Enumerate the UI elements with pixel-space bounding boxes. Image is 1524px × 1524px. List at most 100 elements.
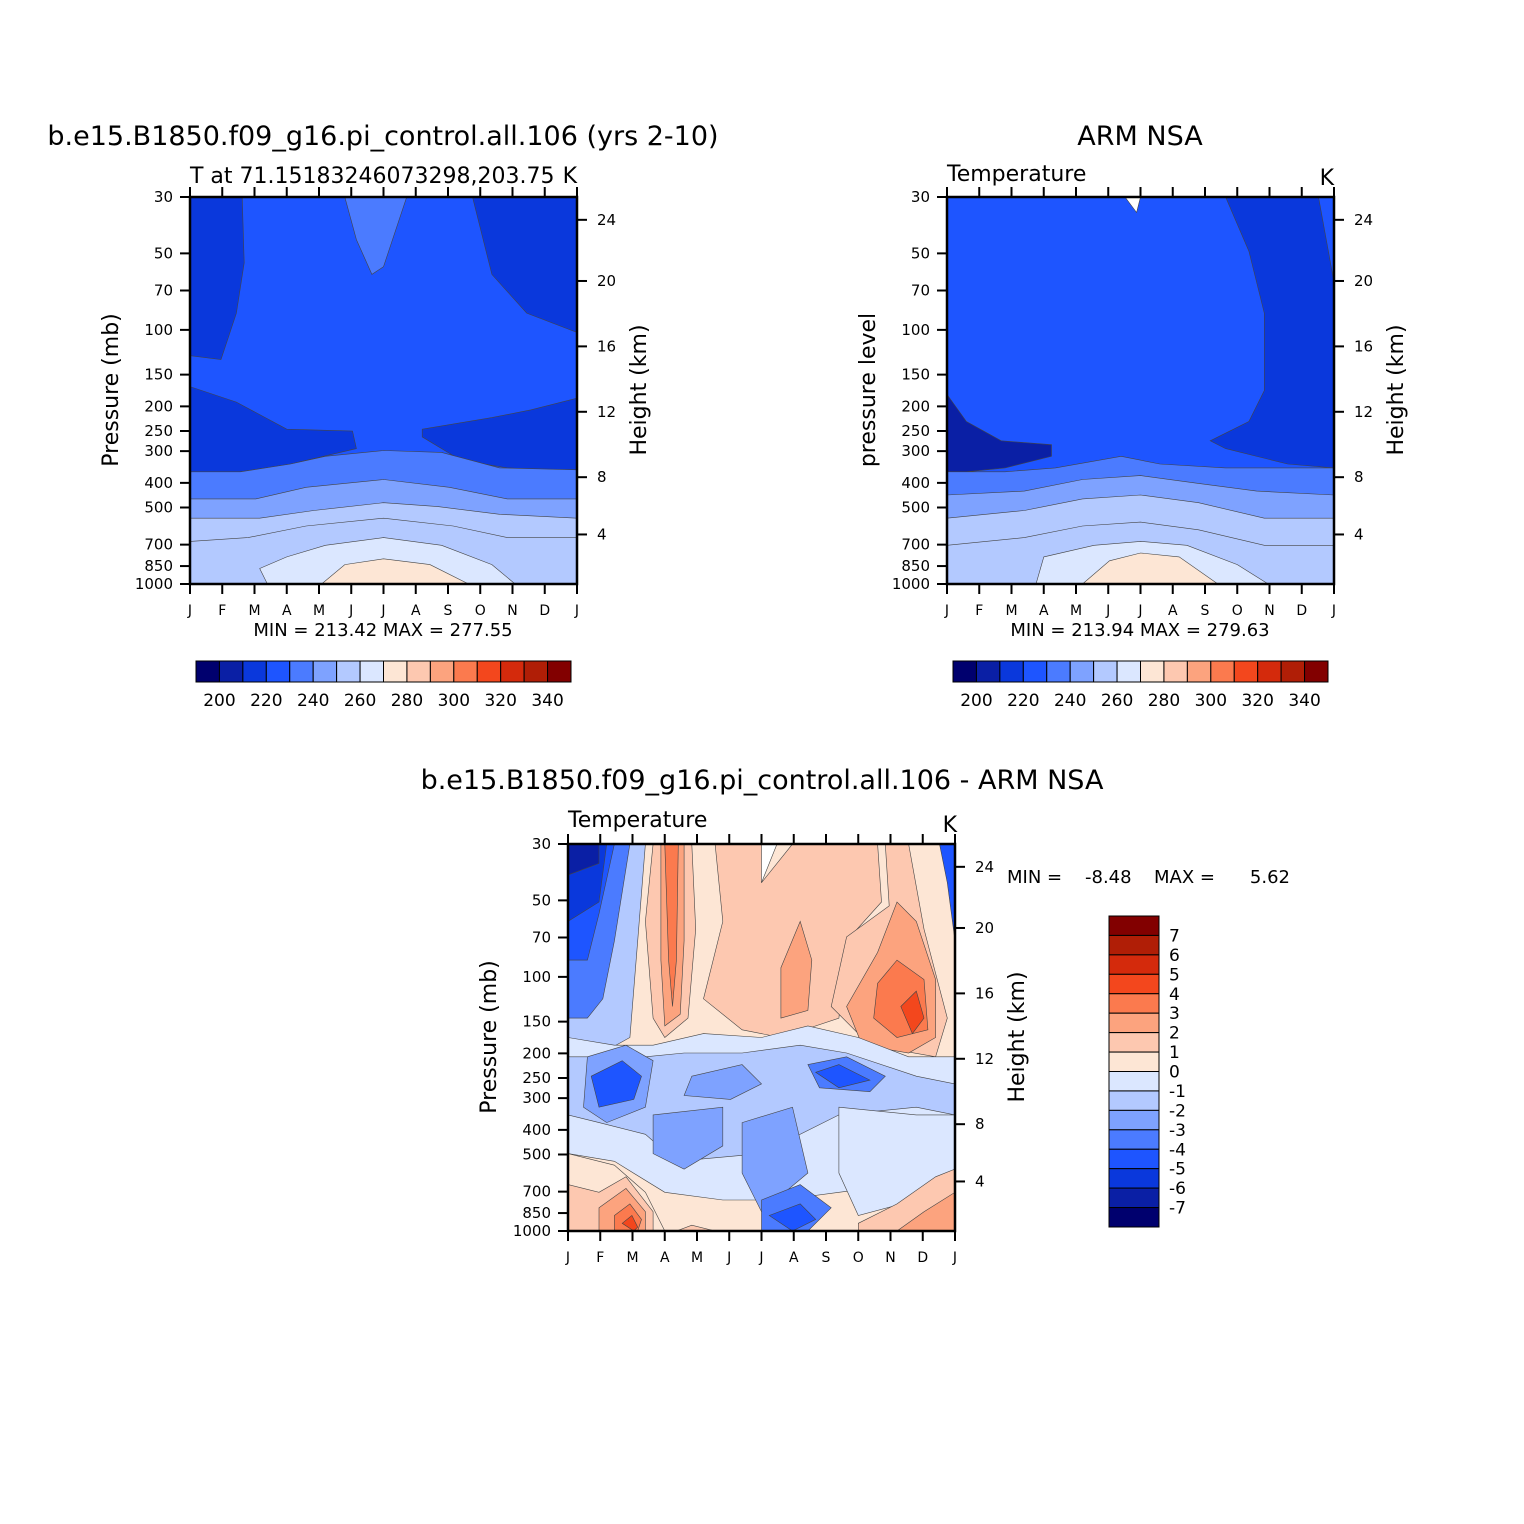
colorbar-label: 3 <box>1169 1004 1180 1024</box>
colorbar-swatch <box>1108 993 1160 1014</box>
colorbar-swatch <box>1163 660 1188 683</box>
y-tick-label: 250 <box>144 422 173 440</box>
y-tick-label: 150 <box>901 366 930 384</box>
colorbar-label: 220 <box>1007 691 1039 711</box>
colorbar-swatch <box>1108 1032 1160 1053</box>
contour-band-1 <box>676 1224 716 1231</box>
colorbar-swatch <box>312 660 338 683</box>
contour-band-m4 <box>768 1203 817 1231</box>
colorbar-label: 280 <box>391 691 423 711</box>
y-tick-label: 100 <box>901 321 930 339</box>
colorbar-swatch <box>999 660 1024 683</box>
colorbar-swatch <box>1186 660 1212 683</box>
colorbar-swatch <box>476 660 502 683</box>
panel-model-colorbar: 200 220 240 260 280 300 320 340 <box>195 660 572 711</box>
contour-band-m4 <box>815 1064 871 1089</box>
y-tick-label: 70 <box>911 282 930 300</box>
y-right-tick-label: 20 <box>597 272 616 290</box>
colorbar-label: 300 <box>438 691 470 711</box>
colorbar-swatch <box>1069 660 1095 683</box>
y-tick-label: 30 <box>154 188 173 206</box>
y-tick-label: 250 <box>901 422 930 440</box>
x-tick-label: D <box>539 603 550 619</box>
contour-missing <box>1124 197 1141 214</box>
colorbar-label: -6 <box>1169 1179 1186 1199</box>
panel-model-contour-field <box>190 197 577 584</box>
x-tick-label: J <box>187 603 192 619</box>
y-right-tick-label: 24 <box>975 858 994 876</box>
contour-band-m4 <box>590 1060 642 1108</box>
colorbar-swatch <box>359 660 384 683</box>
x-tick-label: S <box>444 603 453 619</box>
colorbar-swatch <box>1116 660 1141 683</box>
panel-difference-axes: J F M A M J J A S O N D J 30 50 70 100 150 200 250 300 400 500… <box>513 834 994 1266</box>
y-right-tick-label: 12 <box>1354 403 1373 421</box>
contour-band-2 <box>896 1191 955 1231</box>
y-right-tick-label: 24 <box>597 211 616 229</box>
panel-difference-y-axis-title: Pressure (mb) <box>477 960 502 1114</box>
colorbar-swatch <box>429 660 455 683</box>
x-tick-label: M <box>626 1250 638 1266</box>
colorbar-swatch <box>1108 1148 1160 1170</box>
panel-obs-left-string: Temperature <box>946 162 1086 187</box>
colorbar-label: 340 <box>1288 691 1320 711</box>
colorbar-swatch <box>336 660 361 683</box>
colorbar-swatch <box>1233 660 1259 683</box>
x-tick-label: N <box>507 603 517 619</box>
panel-difference-y-axis-right-title: Height (km) <box>1005 971 1030 1102</box>
y-tick-label: 850 <box>522 1204 551 1222</box>
contour-band-220 <box>1209 197 1334 469</box>
colorbar-swatch <box>265 660 291 683</box>
x-tick-label: N <box>885 1250 895 1266</box>
colorbar-label: 0 <box>1169 1063 1180 1083</box>
y-right-tick-label: 16 <box>597 337 616 355</box>
x-tick-label: J <box>574 603 579 619</box>
colorbar-label: 260 <box>344 691 376 711</box>
colorbar-swatch <box>1108 1090 1160 1111</box>
y-tick-label: 1000 <box>135 575 173 593</box>
y-tick-label: 400 <box>144 474 173 492</box>
contour-band-m2 <box>683 1064 763 1100</box>
y-tick-label: 400 <box>522 1121 551 1139</box>
y-tick-label: 500 <box>522 1146 551 1164</box>
y-tick-label: 30 <box>532 835 551 853</box>
y-tick-label: 50 <box>532 891 551 909</box>
y-right-tick-label: 16 <box>975 984 994 1002</box>
panel-obs-y-axis-title: pressure level <box>856 313 881 467</box>
y-right-tick-label: 16 <box>1354 337 1373 355</box>
colorbar-swatch <box>1108 1207 1160 1228</box>
colorbar-swatch <box>1022 660 1048 683</box>
y-tick-label: 300 <box>901 442 930 460</box>
panel-model-left-string: T at 71.15183246073298,203.75 <box>189 164 554 189</box>
x-tick-label: M <box>691 1250 703 1266</box>
y-tick-label: 300 <box>522 1089 551 1107</box>
x-tick-label: S <box>822 1250 831 1266</box>
colorbar-swatch <box>195 660 220 683</box>
colorbar-swatch <box>1108 1109 1160 1131</box>
y-tick-label: 30 <box>911 188 930 206</box>
panel-model-min-max: MIN = 213.42 MAX = 277.55 <box>253 620 512 641</box>
x-tick-label: S <box>1201 603 1210 619</box>
y-right-tick-label: 8 <box>597 468 607 486</box>
contour-missing <box>761 844 778 883</box>
x-tick-label: J <box>380 603 385 619</box>
x-tick-label: A <box>282 603 292 619</box>
y-right-tick-label: 4 <box>597 525 607 543</box>
x-tick-label: M <box>1005 603 1017 619</box>
y-tick-label: 200 <box>144 397 173 415</box>
y-tick-label: 700 <box>522 1183 551 1201</box>
colorbar-swatch <box>1108 954 1160 975</box>
y-tick-label: 100 <box>144 321 173 339</box>
y-right-tick-label: 4 <box>975 1172 985 1190</box>
colorbar-swatch <box>453 660 478 683</box>
colorbar-label: 7 <box>1169 926 1180 946</box>
colorbar-label: 240 <box>1054 691 1086 711</box>
y-tick-label: 70 <box>532 929 551 947</box>
x-tick-label: D <box>917 1250 928 1266</box>
panel-obs: ARM NSA Temperature K J F M A M J J A S O N D J 30 50 7… <box>856 121 1409 711</box>
colorbar-swatch <box>1108 1187 1160 1209</box>
contour-band-4 <box>621 1215 639 1231</box>
panel-obs-y-axis-right-title: Height (km) <box>1384 324 1409 455</box>
panel-difference-units: K <box>943 813 958 838</box>
